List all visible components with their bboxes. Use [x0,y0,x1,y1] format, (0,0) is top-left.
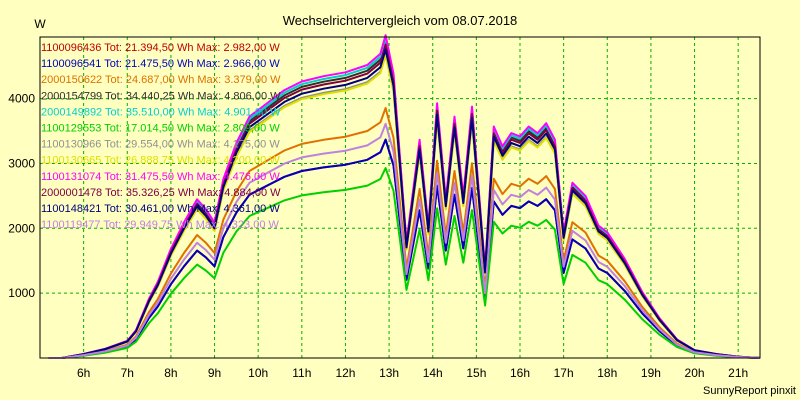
x-tick-label-8: 14h [423,366,443,380]
x-tick-label-5: 11h [292,366,311,380]
tick-labels: 6h 7h 8h 9h 10h 11h 12h 13h 14h 15h 16h 17h 18h 19h 20… [8,92,748,380]
legend-entry-6: 1100130966 Tot: 29.554,00 Wh Max: 4.175,… [41,139,280,151]
x-tick-label-9: 15h [466,366,486,380]
x-tick-label-15: 21h [728,366,748,380]
x-tick-label-7: 13h [379,366,399,380]
legend-entry-7: 1100130665 Tot: 26.888,75 Wh Max: 4.200,… [41,155,280,167]
x-tick-label-6: 12h [335,366,355,380]
x-tick-label-1: 7h [121,366,134,380]
x-tick-label-0: 6h [77,366,90,380]
x-tick-label-3: 9h [208,366,221,380]
legend-entry-2: 2000150622 Tot: 24.687,00 Wh Max: 3.379,… [41,74,281,86]
axes [39,36,761,359]
legend-entry-11: 1100119477 Tot: 29.949,75 Wh Max: 4.323,… [41,219,280,231]
y-tick-label-2: 3000 [8,156,35,170]
legend-entry-5: 1100129553 Tot: 17.014,50 Wh Max: 2.809,… [41,123,280,135]
legend-entry-8: 1100131074 Tot: 31.475,50 Wh Max: 4.476,… [41,171,280,183]
series-line-11 [48,122,761,359]
footer-credit: SunnyReport pinxit [703,385,796,397]
x-tick-label-12: 18h [597,366,617,380]
chart-title: Wechselrichtervergleich vom 08.07.2018 [283,13,518,28]
legend-entry-0: 1100096436 Tot: 21.394,50 Wh Max: 2.982,… [41,42,280,54]
x-tick-label-11: 17h [554,366,574,380]
legend-entry-1: 1100096541 Tot: 21.475,50 Wh Max: 2.966,… [41,58,280,70]
series-line-2 [48,107,761,359]
plot-frame [39,36,761,359]
series-line-10 [48,48,761,359]
series-line-5 [48,167,761,359]
legend: 1100096436 Tot: 21.394,50 Wh Max: 2.982,… [41,42,281,231]
x-tick-label-14: 20h [685,366,705,380]
y-tick-label-0: 1000 [8,286,35,300]
x-tick-label-10: 16h [510,366,530,380]
series-line-1 [48,138,761,359]
series-lines [48,34,761,359]
legend-entry-3: 2000154799 Tot: 34.440,25 Wh Max: 4.806,… [41,90,281,102]
x-tick-label-2: 8h [164,366,177,380]
legend-entry-4: 2000149892 Tot: 35.510,00 Wh Max: 4.901,… [41,106,281,118]
x-tick-label-13: 19h [641,366,661,380]
x-tick-label-4: 10h [248,366,268,380]
legend-entry-10: 1100148421 Tot: 30.461,00 Wh Max: 4.361,… [41,203,280,215]
y-axis-label: W [34,17,46,31]
y-tick-label-3: 4000 [8,92,35,106]
legend-entry-9: 2000001478 Tot: 35.326,25 Wh Max: 4.884,… [41,187,281,199]
y-tick-label-1: 2000 [8,221,35,235]
